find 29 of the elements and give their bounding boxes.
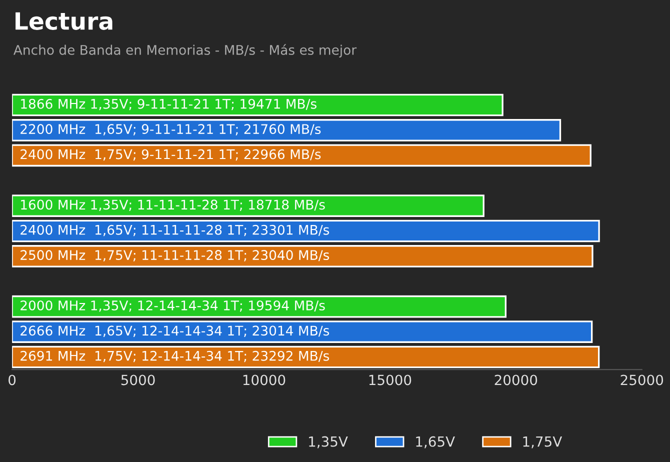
- y-tick-label: 2691 MHz 1,75V; 12-14-14-34 1T; 23292 MB/s: [20, 350, 330, 362]
- bar: [12, 346, 600, 368]
- legend-label: 1,35V: [309, 436, 348, 448]
- x-tick-label: 0: [8, 374, 16, 386]
- chart-title: Lectura: [16, 12, 112, 30]
- y-tick-label: 2200 MHz 1,65V; 9-11-11-21 1T; 21760 MB/s: [20, 124, 321, 136]
- y-tick-label: 2000 MHz 1,35V; 12-14-14-34 1T; 19594 MB/s: [20, 300, 325, 312]
- bar: [12, 220, 600, 242]
- legend-label: 1,75V: [523, 436, 562, 448]
- y-tick-label: 1600 MHz 1,35V; 11-11-11-28 1T; 18718 MB/s: [21, 200, 325, 211]
- bar: [12, 295, 507, 318]
- y-tick-label: 2666 MHz 1,65V; 12-14-14-34 1T; 23014 MB/s: [20, 326, 330, 337]
- bar: [12, 245, 594, 268]
- bar: [12, 94, 504, 116]
- y-tick-label: 1866 MHz 1,35V; 9-11-11-21 1T; 19471 MB/s: [21, 98, 316, 110]
- x-tick-label: 25000: [620, 374, 664, 386]
- y-tick-label: 2500 MHz 1,75V; 11-11-11-28 1T; 23040 MB/s: [20, 250, 330, 262]
- x-tick-label: 10000: [243, 374, 286, 386]
- y-tick-label: 2400 MHz 1,65V; 11-11-11-28 1T; 23301 MB/s: [20, 224, 330, 236]
- legend-label: 1,65V: [416, 436, 455, 448]
- chart-subtitle: Ancho de Banda en Memorias - MB/s - Más es mejor: [14, 44, 357, 58]
- bar: [12, 194, 484, 217]
- x-tick-label: 20000: [494, 374, 538, 386]
- bar: [12, 144, 592, 167]
- bar: [12, 320, 593, 343]
- bar: [12, 119, 562, 142]
- x-tick-label: 15000: [369, 374, 412, 386]
- x-tick-label: 5000: [121, 374, 155, 386]
- y-tick-label: 2400 MHz 1,75V; 9-11-11-21 1T; 22966 MB/s: [20, 149, 321, 161]
